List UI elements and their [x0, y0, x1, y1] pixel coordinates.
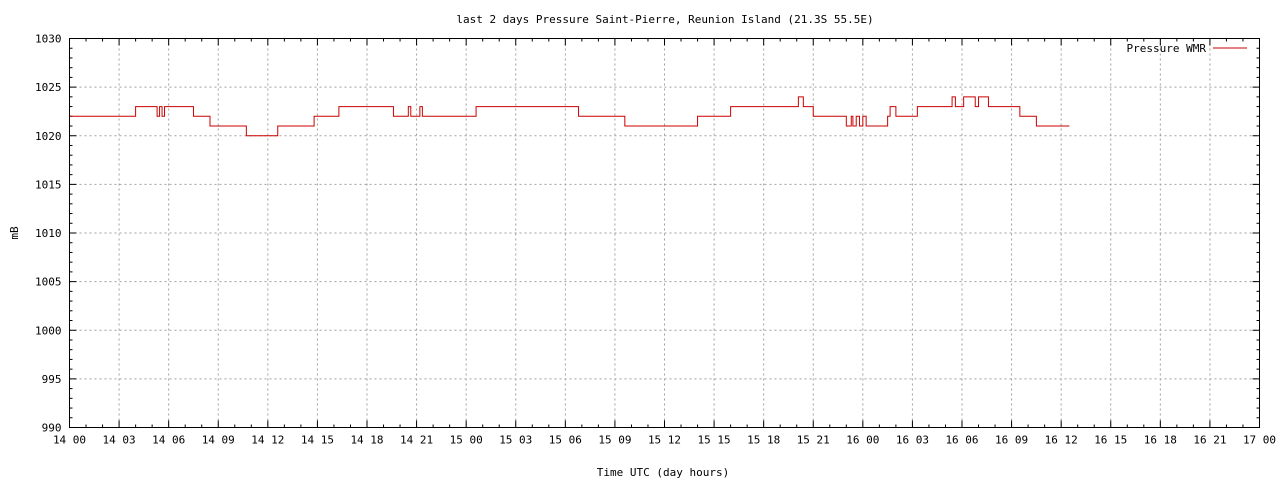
- x-tick-label: 16 12: [1045, 434, 1078, 447]
- y-tick-label: 1010: [35, 227, 62, 240]
- grid-layer: [69, 38, 1260, 428]
- y-tick-label: 1000: [35, 324, 62, 337]
- x-tick-label: 14 12: [251, 434, 284, 447]
- x-tick-label: 16 06: [945, 434, 978, 447]
- y-tick-label: 995: [42, 373, 62, 386]
- x-tick-label: 14 15: [301, 434, 334, 447]
- x-tick-label: 15 21: [797, 434, 830, 447]
- x-tick-label: 17 00: [1243, 434, 1276, 447]
- plot-frame: [69, 38, 1260, 428]
- y-tick-label: 1030: [35, 33, 62, 46]
- x-tick-label: 16 03: [896, 434, 929, 447]
- x-tick-label: 15 12: [648, 434, 681, 447]
- x-tick-label: 16 21: [1193, 434, 1226, 447]
- tick-label-layer: 990 995 1000 1005 1010 1015 1020 1025 1030 14 00 1…: [35, 33, 1276, 447]
- x-tick-label: 15 18: [747, 434, 780, 447]
- x-tick-label: 16 00: [846, 434, 879, 447]
- x-tick-label: 14 18: [350, 434, 383, 447]
- x-tick-label: 15 06: [549, 434, 582, 447]
- x-tick-label: 16 18: [1144, 434, 1177, 447]
- x-tick-label: 14 00: [53, 434, 86, 447]
- x-tick-label: 15 15: [698, 434, 731, 447]
- y-tick-label: 1015: [35, 178, 62, 191]
- x-tick-label: 14 06: [152, 434, 185, 447]
- y-tick-label: 990: [42, 422, 62, 435]
- x-tick-label: 14 09: [202, 434, 235, 447]
- x-tick-label: 15 09: [598, 434, 631, 447]
- x-axis-label: Time UTC (day hours): [597, 466, 729, 479]
- legend-label: Pressure WMR: [1127, 42, 1207, 55]
- y-tick-label: 1005: [35, 276, 62, 289]
- x-tick-label: 15 03: [499, 434, 532, 447]
- y-tick-label: 1020: [35, 130, 62, 143]
- x-tick-label: 16 09: [995, 434, 1028, 447]
- legend: Pressure WMR: [1127, 42, 1247, 55]
- series-layer: [69, 96, 1070, 137]
- y-axis-label: mB: [8, 226, 21, 240]
- x-tick-label: 14 21: [400, 434, 433, 447]
- series-line-pressure: [69, 96, 1070, 137]
- y-tick-label: 1025: [35, 81, 62, 94]
- x-tick-label: 14 03: [103, 434, 136, 447]
- x-tick-label: 16 15: [1094, 434, 1127, 447]
- chart-title: last 2 days Pressure Saint-Pierre, Reuni…: [456, 13, 873, 26]
- x-tick-label: 15 00: [450, 434, 483, 447]
